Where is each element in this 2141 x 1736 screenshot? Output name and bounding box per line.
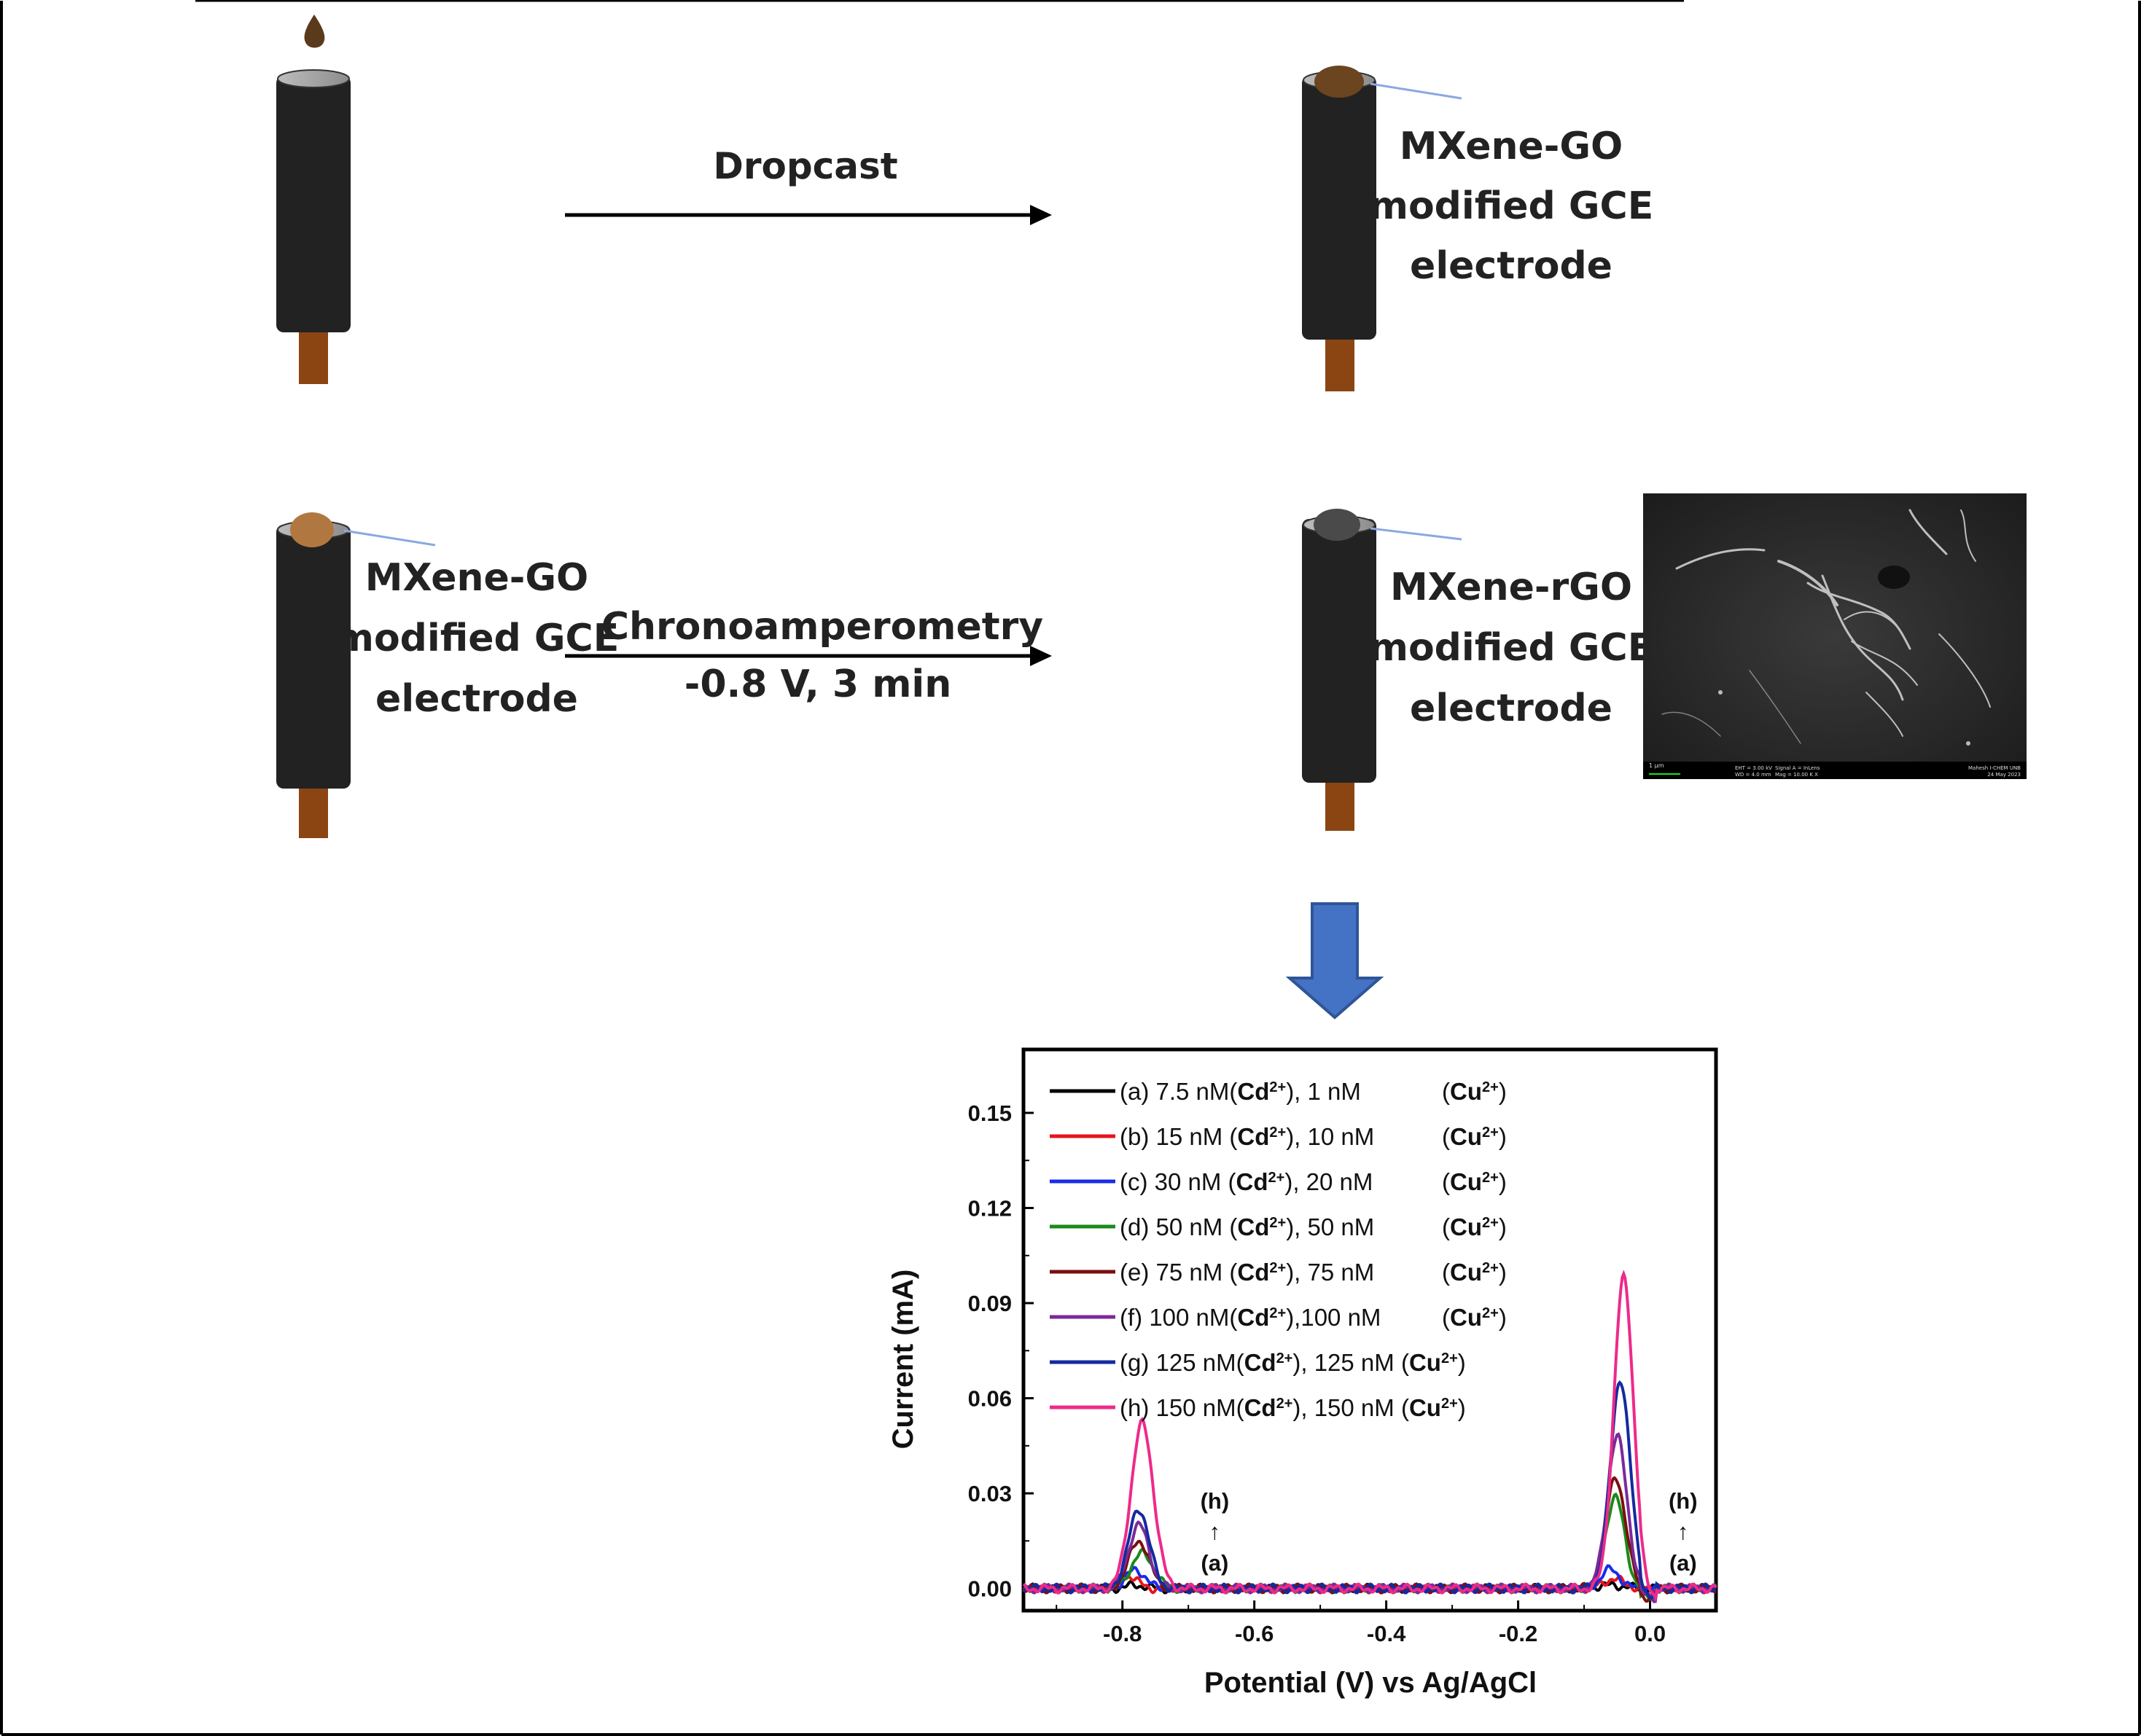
y-tick-label: 0.15 xyxy=(968,1100,1012,1126)
rgo-modified-electrode xyxy=(1302,509,1462,831)
y-tick-label: 0.09 xyxy=(968,1291,1012,1316)
label-line-2: modified GCE xyxy=(1369,184,1653,228)
x-tick-label: -0.6 xyxy=(1235,1621,1274,1646)
scale-label: 1 μm xyxy=(1649,762,1664,769)
legend-entry: (g) 125 nM(Cd2+), 125 nM (Cu2+) xyxy=(1120,1349,1466,1376)
y-axis-label: Current (mA) xyxy=(887,1270,919,1450)
go-modified-electrode xyxy=(1302,66,1462,391)
x-tick-label: -0.2 xyxy=(1499,1621,1537,1646)
electrode-pin xyxy=(1325,780,1354,831)
chronoamperometry-label: Chronoamperometry xyxy=(601,605,1043,649)
chronoamperometry-arrow xyxy=(565,646,1052,666)
y-tick-label: 0.00 xyxy=(968,1576,1012,1602)
annotations: (h) ↑ (a) (h) ↑ (a) xyxy=(1201,1488,1698,1576)
sem-info-operator: Mahesh I-CHEM UNB xyxy=(1968,765,2021,771)
legend-entry: (h) 150 nM(Cd2+), 150 nM (Cu2+) xyxy=(1120,1394,1466,1421)
go-result-label: MXene-GO modified GCE electrode xyxy=(1369,125,1653,288)
drop-icon xyxy=(304,15,325,48)
electrode-pin xyxy=(299,329,328,384)
annotation-arrow: ↑ xyxy=(1677,1519,1689,1544)
annotation-bottom: (a) xyxy=(1201,1550,1228,1576)
annotation-arrow: ↑ xyxy=(1209,1519,1221,1544)
legend-entry: (a) 7.5 nM(Cd2+), 1 nM (Cu2+) xyxy=(1120,1078,1507,1105)
x-axis-label: Potential (V) vs Ag/AgCl xyxy=(1204,1667,1537,1699)
series-line xyxy=(1023,1432,1717,1603)
electrode-body xyxy=(276,525,351,789)
legend-entry: (b) 15 nM (Cd2+), 10 nM (Cu2+) xyxy=(1120,1123,1507,1150)
series-line xyxy=(1022,1270,1717,1603)
y-tick-label: 0.12 xyxy=(968,1196,1012,1221)
pointer-line xyxy=(343,529,436,547)
potential-time-label: -0.8 V, 3 min xyxy=(685,662,952,706)
sem-info-signal: Signal A = InLens xyxy=(1775,765,1820,771)
annotation-bottom: (a) xyxy=(1669,1550,1697,1576)
sem-info-mag: Mag = 10.00 K X xyxy=(1775,772,1818,778)
pointer-line xyxy=(1370,82,1462,100)
rgo-coating-drop xyxy=(1314,509,1360,541)
go-start-label: MXene-GO modified GCE electrode xyxy=(335,556,619,721)
sem-info-date: 24 May 2023 xyxy=(1987,772,2021,778)
go-electrode-step2 xyxy=(276,512,436,838)
label-line-3: electrode xyxy=(1410,687,1612,730)
legend: (a) 7.5 nM(Cd2+), 1 nM (Cu2+) (b) 15 nM (C… xyxy=(1050,1078,1507,1421)
label-line-3: electrode xyxy=(1410,244,1612,288)
sem-info-wd: WD = 4.0 mm xyxy=(1735,772,1771,778)
electrode-body xyxy=(1302,76,1376,340)
y-tick-label: 0.03 xyxy=(968,1481,1012,1506)
dropcast-label: Dropcast xyxy=(713,145,897,187)
y-axis-ticks: 0.00 0.03 0.06 0.09 0.12 0.15 xyxy=(968,1100,1034,1602)
bare-electrode xyxy=(276,15,351,384)
legend-entry: (f) 100 nM(Cd2+),100 nM (Cu2+) xyxy=(1120,1304,1507,1331)
legend-entry: (d) 50 nM (Cd2+), 50 nM (Cu2+) xyxy=(1120,1213,1507,1240)
label-line-1: MXene-GO xyxy=(1400,125,1623,168)
legend-entry: (e) 75 nM (Cd2+), 75 nM (Cu2+) xyxy=(1120,1259,1507,1286)
electrode-body xyxy=(276,76,351,332)
legend-entry: (c) 30 nM (Cd2+), 20 nM (Cu2+) xyxy=(1120,1168,1507,1195)
electrode-body xyxy=(1302,519,1376,783)
dropcast-arrow xyxy=(565,205,1052,225)
label-line-1: MXene-rGO xyxy=(1390,566,1632,609)
go-coating-drop xyxy=(290,512,334,547)
x-tick-label: 0.0 xyxy=(1634,1621,1666,1646)
y-tick-label: 0.06 xyxy=(968,1386,1012,1412)
label-line-2: modified GCE xyxy=(1369,626,1653,670)
sem-micrograph: 1 μm EHT = 3.00 kV WD = 4.0 mm Signal A … xyxy=(1643,493,2027,779)
voltammogram-chart: 0.000.030.060.090.120.15 -0.8 -0.6 -0.4 -0.… xyxy=(887,1047,1718,1699)
sem-info-eht: EHT = 3.00 kV xyxy=(1735,765,1772,771)
label-line-2: modified GCE xyxy=(335,617,619,660)
go-coating-drop xyxy=(1314,66,1364,98)
annotation-top: (h) xyxy=(1669,1488,1698,1514)
down-arrow-icon xyxy=(1285,902,1384,1020)
x-axis-ticks: -0.8 -0.6 -0.4 -0.2 0.0 xyxy=(1056,1600,1666,1646)
x-tick-label: -0.8 xyxy=(1103,1621,1142,1646)
label-line-3: electrode xyxy=(375,677,578,721)
series-curves xyxy=(1022,1270,1717,1603)
electrode-pin xyxy=(299,783,328,838)
electrode-top-face xyxy=(277,69,350,88)
rgo-result-label: MXene-rGO modified GCE electrode xyxy=(1369,566,1653,730)
plot-area-border xyxy=(1021,1047,1718,1613)
label-line-1: MXene-GO xyxy=(365,556,588,600)
x-tick-label: -0.4 xyxy=(1367,1621,1406,1646)
annotation-top: (h) xyxy=(1201,1488,1230,1514)
electrode-pin xyxy=(1325,337,1354,391)
pointer-line xyxy=(1370,527,1462,541)
